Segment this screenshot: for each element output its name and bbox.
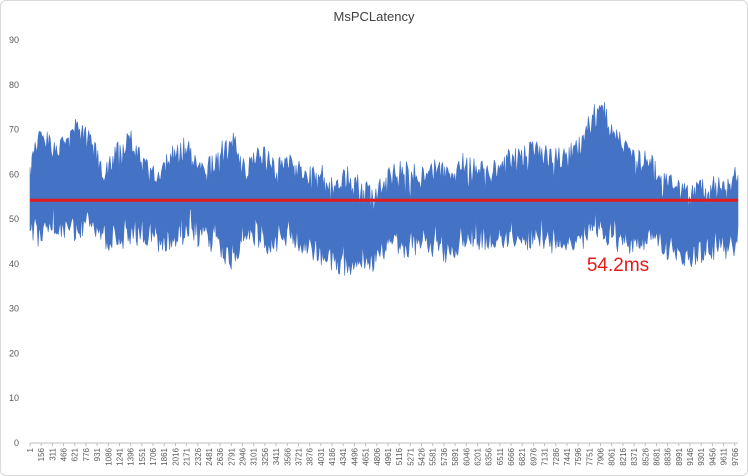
y-tick-label: 20 — [9, 348, 19, 358]
x-tick-label: 6046 — [462, 447, 471, 465]
x-tick-label: 931 — [93, 447, 102, 461]
x-tick-label: 7441 — [563, 447, 572, 465]
y-tick-label: 80 — [9, 80, 19, 90]
x-tick-label: 4651 — [362, 447, 371, 465]
x-tick-label: 2326 — [194, 447, 203, 465]
x-tick-label: 4806 — [373, 447, 382, 465]
x-tick-label: 6666 — [507, 447, 516, 465]
x-tick-label: 1396 — [127, 447, 136, 465]
x-tick-label: 2791 — [227, 447, 236, 465]
y-tick-label: 40 — [9, 259, 19, 269]
x-tick-label: 2636 — [216, 447, 225, 465]
x-tick-label: 5271 — [406, 447, 415, 465]
x-tick-label: 1861 — [160, 447, 169, 465]
x-tick-label: 3101 — [250, 447, 259, 465]
x-tick-label: 4031 — [317, 447, 326, 465]
x-tick-label: 8991 — [675, 447, 684, 465]
x-tick-label: 3411 — [272, 447, 281, 465]
x-tick-label: 7286 — [552, 447, 561, 465]
x-tick-label: 4496 — [350, 447, 359, 465]
x-tick-label: 3566 — [283, 447, 292, 465]
x-tick-label: 8371 — [630, 447, 639, 465]
y-axis: 0 10 20 30 40 50 60 70 80 90 — [9, 35, 19, 448]
x-tick-label: 5736 — [440, 447, 449, 465]
x-tick-label: 4341 — [339, 447, 348, 465]
x-tick-label: 9456 — [708, 447, 717, 465]
x-tick-label: 7751 — [585, 447, 594, 465]
x-tick-label: 621 — [71, 447, 80, 461]
y-tick-label: 70 — [9, 125, 19, 135]
x-tick-label: 7131 — [541, 447, 550, 465]
x-tick-label: 9766 — [731, 447, 740, 465]
x-axis: 1 156 311 466 621 776 931 1086 1241 1396 1551 1706 1… — [26, 442, 740, 466]
x-tick-label: 6511 — [496, 447, 505, 465]
x-tick-label: 6821 — [518, 447, 527, 465]
chart-title: MsPCLatency — [334, 9, 415, 24]
x-tick-label: 311 — [48, 447, 57, 460]
average-label: 54.2ms — [587, 255, 649, 276]
x-tick-label: 3256 — [261, 447, 270, 465]
x-tick-label: 6201 — [473, 447, 482, 465]
x-tick-label: 776 — [82, 447, 91, 461]
x-tick-label: 5891 — [451, 447, 460, 465]
x-tick-label: 5426 — [418, 447, 427, 465]
x-tick-label: 1551 — [138, 447, 147, 465]
x-tick-label: 8836 — [664, 447, 673, 465]
x-tick-label: 8216 — [619, 447, 628, 465]
x-tick-label: 9611 — [720, 447, 729, 465]
x-tick-label: 6356 — [485, 447, 494, 465]
x-tick-label: 2016 — [171, 447, 180, 465]
y-tick-label: 60 — [9, 169, 19, 179]
y-tick-label: 30 — [9, 304, 19, 314]
x-tick-label: 1086 — [104, 447, 113, 465]
x-tick-label: 3876 — [306, 447, 315, 465]
x-tick-label: 5116 — [395, 447, 404, 465]
x-tick-label: 2946 — [239, 447, 248, 465]
x-tick-label: 5581 — [429, 447, 438, 465]
y-tick-label: 50 — [9, 214, 19, 224]
x-tick-label: 9146 — [686, 447, 695, 465]
x-tick-label: 4186 — [328, 447, 337, 465]
x-tick-label: 9301 — [697, 447, 706, 465]
x-tick-label: 1241 — [115, 447, 124, 465]
x-tick-label: 3721 — [294, 447, 303, 465]
plot-area — [29, 101, 739, 276]
y-tick-label: 90 — [9, 35, 19, 45]
x-tick-label: 4961 — [384, 447, 393, 465]
x-tick-label: 7906 — [597, 447, 606, 465]
x-tick-label: 8681 — [652, 447, 661, 465]
x-tick-label: 1 — [26, 447, 35, 452]
y-tick-label: 0 — [14, 438, 19, 448]
x-tick-label: 2171 — [183, 447, 192, 465]
x-tick-label: 8526 — [641, 447, 650, 465]
latency-series-band — [29, 101, 739, 276]
x-tick-label: 156 — [37, 447, 46, 461]
x-tick-label: 466 — [60, 447, 69, 461]
x-tick-label: 8061 — [608, 447, 617, 465]
x-tick-label: 1706 — [149, 447, 158, 465]
x-tick-label: 6976 — [529, 447, 538, 465]
y-tick-label: 10 — [9, 393, 19, 403]
x-tick-label: 7596 — [574, 447, 583, 465]
x-tick-label: 2481 — [205, 447, 214, 465]
